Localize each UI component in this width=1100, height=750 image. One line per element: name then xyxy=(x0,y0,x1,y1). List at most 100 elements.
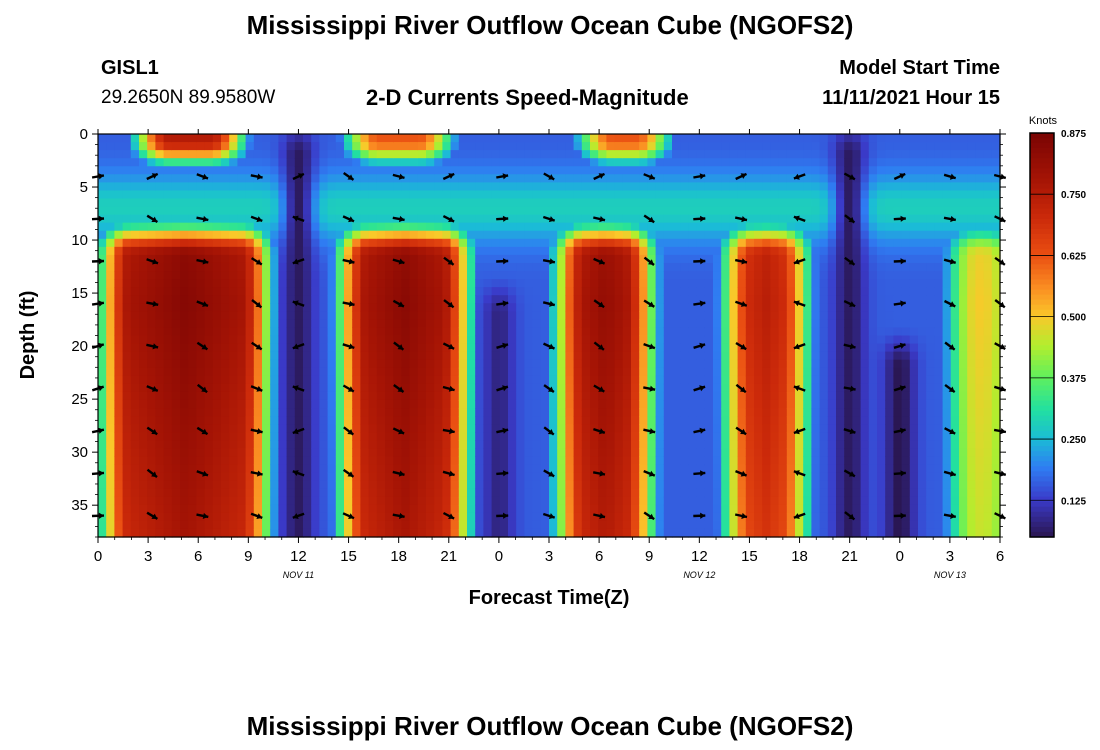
heatmap-cell xyxy=(598,480,607,490)
heatmap-cell xyxy=(614,432,624,441)
heatmap-cell xyxy=(442,182,452,192)
heatmap-cell xyxy=(877,319,886,329)
heatmap-cell xyxy=(409,480,419,490)
heatmap-cell xyxy=(434,174,443,183)
heatmap-cell xyxy=(286,472,296,482)
heatmap-cell xyxy=(270,254,279,264)
heatmap-cell xyxy=(139,383,148,393)
heatmap-cell xyxy=(606,158,616,167)
heatmap-cell xyxy=(253,408,263,417)
heatmap-cell xyxy=(237,190,247,200)
heatmap-cell xyxy=(130,319,140,329)
heatmap-cell xyxy=(229,319,238,329)
heatmap-cell xyxy=(442,367,452,377)
heatmap-cell xyxy=(540,271,550,280)
heatmap-cell xyxy=(212,456,222,466)
heatmap-cell xyxy=(335,512,345,522)
heatmap-cell xyxy=(245,254,255,264)
heatmap-cell xyxy=(270,512,279,522)
heatmap-cell xyxy=(745,166,755,175)
heatmap-cell xyxy=(778,520,788,530)
heatmap-cell xyxy=(540,512,550,522)
heatmap-cell xyxy=(901,254,911,264)
heatmap-cell xyxy=(458,311,468,320)
heatmap-cell xyxy=(516,351,525,361)
heatmap-cell xyxy=(663,399,673,409)
heatmap-cell xyxy=(139,190,148,200)
heatmap-cell xyxy=(614,440,624,449)
heatmap-cell xyxy=(491,416,501,425)
heatmap-cell xyxy=(311,246,320,256)
heatmap-cell xyxy=(385,295,394,304)
heatmap-cell xyxy=(803,150,812,159)
heatmap-cell xyxy=(163,142,173,151)
heatmap-cell xyxy=(647,416,657,425)
heatmap-cell xyxy=(622,182,632,192)
heatmap-cell xyxy=(253,222,263,232)
heatmap-cell xyxy=(606,254,616,264)
heatmap-cell xyxy=(212,262,222,272)
heatmap-cell xyxy=(237,198,247,208)
heatmap-cell xyxy=(229,327,238,337)
heatmap-cell xyxy=(204,166,214,175)
heatmap-cell xyxy=(729,512,739,522)
heatmap-cell xyxy=(713,488,722,498)
heatmap-cell xyxy=(688,359,698,369)
heatmap-cell xyxy=(737,375,747,385)
heatmap-cell xyxy=(467,254,476,264)
heatmap-cell xyxy=(549,480,558,490)
heatmap-cell xyxy=(204,182,214,192)
heatmap-cell xyxy=(901,206,911,216)
heatmap-cell xyxy=(844,472,853,482)
heatmap-cell xyxy=(327,150,337,159)
heatmap-cell xyxy=(344,279,353,288)
heatmap-cell xyxy=(458,150,468,159)
heatmap-cell xyxy=(303,198,312,208)
heatmap-cell xyxy=(311,375,320,385)
heatmap-cell xyxy=(450,319,460,329)
heatmap-cell xyxy=(499,158,509,167)
heatmap-cell xyxy=(909,327,919,337)
heatmap-cell xyxy=(401,456,411,466)
heatmap-cell xyxy=(819,480,829,490)
heatmap-cell xyxy=(901,262,911,272)
heatmap-cell xyxy=(204,319,214,329)
heatmap-cell xyxy=(491,351,501,361)
heatmap-cell xyxy=(655,214,665,224)
heatmap-cell xyxy=(229,440,238,449)
heatmap-cell xyxy=(450,142,460,151)
heatmap-cell xyxy=(590,271,599,280)
heatmap-cell xyxy=(819,279,829,288)
heatmap-cell xyxy=(475,279,484,288)
heatmap-cell xyxy=(581,440,591,449)
heatmap-cell xyxy=(778,158,788,167)
heatmap-cell xyxy=(508,166,517,175)
heatmap-cell xyxy=(196,319,206,329)
heatmap-cell xyxy=(376,319,386,329)
heatmap-cell xyxy=(196,311,206,320)
heatmap-cell xyxy=(253,464,263,474)
heatmap-cell xyxy=(180,262,189,272)
heatmap-cell xyxy=(458,335,468,345)
heatmap-cell xyxy=(344,335,353,345)
heatmap-cell xyxy=(590,528,599,538)
heatmap-cell xyxy=(171,279,181,288)
heatmap-cell xyxy=(327,335,337,345)
heatmap-cell xyxy=(286,440,296,449)
heatmap-cell xyxy=(606,238,616,248)
heatmap-cell xyxy=(147,416,156,425)
heatmap-cell xyxy=(319,158,329,167)
heatmap-cell xyxy=(163,206,173,216)
heatmap-cell xyxy=(401,488,411,498)
heatmap-cell xyxy=(729,504,739,514)
heatmap-cell xyxy=(631,238,640,248)
heatmap-cell xyxy=(901,327,911,337)
heatmap-cell xyxy=(598,319,607,329)
heatmap-cell xyxy=(442,343,452,353)
heatmap-cell xyxy=(844,504,853,514)
heatmap-cell xyxy=(803,206,812,216)
heatmap-cell xyxy=(270,440,279,449)
heatmap-cell xyxy=(811,408,821,417)
heatmap-cell xyxy=(631,182,640,192)
heatmap-cell xyxy=(450,254,460,264)
